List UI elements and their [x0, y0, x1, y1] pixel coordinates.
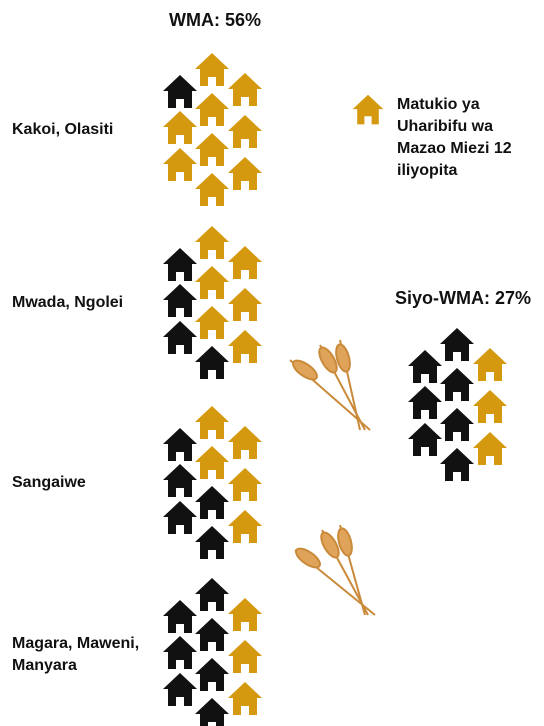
house-icon: [228, 682, 262, 715]
house-icon: [473, 348, 507, 381]
house-icon: [195, 578, 229, 611]
house-icon: [228, 73, 262, 106]
house-icon: [408, 386, 442, 419]
house-icon: [195, 93, 229, 126]
house-icon: [228, 246, 262, 279]
house-icon: [163, 464, 197, 497]
icon-group: [473, 348, 507, 465]
house-icon: [440, 408, 474, 441]
house-icon: [195, 173, 229, 206]
icon-group: [163, 53, 262, 206]
house-icon: [440, 448, 474, 481]
category-label: Magara, Maweni, Manyara: [12, 635, 140, 674]
house-icon: [195, 406, 229, 439]
house-icon: [195, 526, 229, 559]
house-icon: [195, 226, 229, 259]
category-label: Sangaiwe: [12, 474, 86, 491]
icon-group: [408, 328, 474, 481]
icon-group: [163, 428, 229, 559]
house-icon: [195, 618, 229, 651]
house-icon: [440, 368, 474, 401]
wheat-decoration: [289, 339, 376, 616]
house-icon: [195, 53, 229, 86]
house-icon: [473, 390, 507, 423]
legend-label: Matukio ya Uharibifu wa Mazao Miezi 12 i…: [397, 96, 512, 179]
icon-group: [163, 75, 197, 108]
icon-group: [195, 406, 262, 543]
house-icon: [163, 600, 197, 633]
icon-group: [195, 226, 262, 363]
category-label: Mwada, Ngolei: [12, 294, 124, 311]
house-icon: [163, 248, 197, 281]
icon-group: [228, 598, 262, 715]
house-icon: [228, 288, 262, 321]
house-icon: [163, 636, 197, 669]
house-icon: [195, 266, 229, 299]
house-icon: [163, 284, 197, 317]
house-icon: [228, 330, 262, 363]
house-icon: [408, 423, 442, 456]
house-icon: [228, 510, 262, 543]
house-icon: [195, 486, 229, 519]
house-icon: [195, 698, 229, 726]
house-icon: [195, 446, 229, 479]
house-icon: [163, 148, 197, 181]
category-label: Kakoi, Olasiti: [12, 121, 114, 138]
house-icon: [163, 111, 197, 144]
icon-group: [163, 578, 229, 726]
house-icon: [195, 306, 229, 339]
house-icon: [195, 658, 229, 691]
house-icon: [163, 75, 197, 108]
house-icon: [163, 321, 197, 354]
house-icon: [473, 432, 507, 465]
legend-icon: [352, 94, 384, 125]
house-icon: [163, 428, 197, 461]
chart-title: Siyo-WMA: 27%: [394, 288, 532, 308]
house-icon: [228, 115, 262, 148]
house-icon: [440, 328, 474, 361]
house-icon: [228, 468, 262, 501]
icon-group: [163, 248, 229, 379]
house-icon: [228, 426, 262, 459]
house-icon: [163, 501, 197, 534]
chart-title: WMA: 56%: [168, 10, 262, 30]
house-icon: [228, 640, 262, 673]
house-icon: [163, 673, 197, 706]
house-icon: [228, 157, 262, 190]
house-icon: [195, 346, 229, 379]
house-icon: [408, 350, 442, 383]
house-icon: [195, 133, 229, 166]
house-icon: [228, 598, 262, 631]
